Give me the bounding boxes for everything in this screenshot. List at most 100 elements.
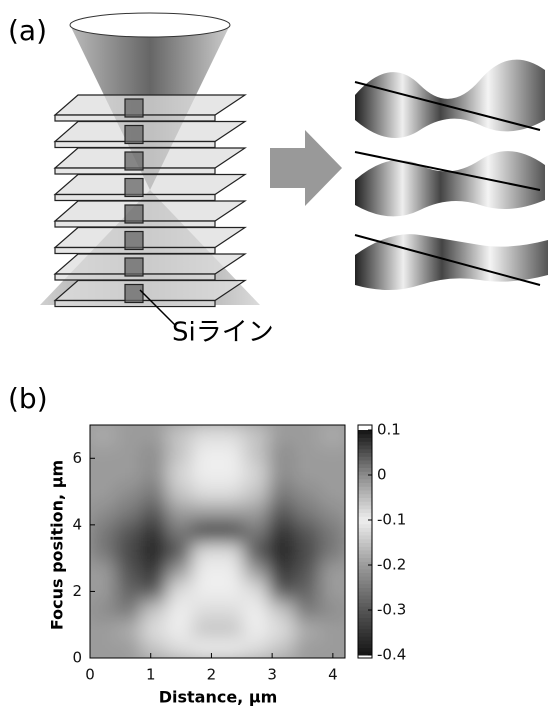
heatmap-cell <box>269 444 295 464</box>
heatmap-cell <box>192 502 218 522</box>
plate <box>55 148 245 168</box>
heatmap-cell <box>116 541 142 561</box>
heatmap-cell <box>141 483 167 503</box>
colorbar-segment <box>358 546 372 550</box>
heatmap-cell <box>294 483 320 503</box>
colorbar-segment <box>358 430 372 434</box>
colorbar-segment <box>358 543 372 547</box>
si-line <box>125 258 143 276</box>
x-tick-label: 0 <box>85 666 95 684</box>
colorbar-segment <box>358 636 372 640</box>
heatmap-cell <box>167 541 193 561</box>
colorbar-segment <box>358 490 372 494</box>
heatmap-cell <box>218 425 244 445</box>
colorbar-segment <box>358 520 372 524</box>
heatmap-cell <box>116 425 142 445</box>
colorbar-segment <box>358 573 372 577</box>
heatmap-cell <box>294 600 320 620</box>
heatmap-cell <box>167 600 193 620</box>
heatmap <box>70 405 365 678</box>
colorbar-segment <box>358 610 372 614</box>
heatmap-cell <box>116 600 142 620</box>
colorbar-tick-label: -0.3 <box>377 601 406 619</box>
heatmap-cell <box>320 502 346 522</box>
colorbar-segment <box>358 584 372 588</box>
heatmap-cell <box>218 464 244 484</box>
heatmap-cell <box>243 619 269 639</box>
heatmap-cell <box>320 483 346 503</box>
heatmap-cell <box>116 639 142 659</box>
si-line <box>125 99 143 117</box>
heatmap-cell <box>218 522 244 542</box>
colorbar-segment <box>358 460 372 464</box>
heatmap-cell <box>192 639 218 659</box>
heatmap-cell <box>269 483 295 503</box>
heatmap-cell <box>192 580 218 600</box>
colorbar-segment <box>358 501 372 505</box>
heatmap-cell <box>141 639 167 659</box>
heatmap-cell <box>90 483 116 503</box>
heatmap-cell <box>90 600 116 620</box>
heatmap-cell <box>218 561 244 581</box>
si-line <box>125 179 143 197</box>
heatmap-cell <box>269 619 295 639</box>
heatmap-cell <box>141 425 167 445</box>
colorbar-segment <box>358 531 372 535</box>
colorbar-segment <box>358 475 372 479</box>
y-tick-label: 6 <box>72 449 82 467</box>
colorbar-segment <box>358 621 372 625</box>
colorbar-segment <box>358 618 372 622</box>
heatmap-cell <box>192 600 218 620</box>
colorbar-segment <box>358 591 372 595</box>
heatmap-cell <box>192 541 218 561</box>
colorbar-segment <box>358 486 372 490</box>
heatmap-cell <box>90 561 116 581</box>
heatmap-cell <box>243 600 269 620</box>
heatmap-cell <box>141 522 167 542</box>
heatmap-cell <box>320 541 346 561</box>
heatmap-cell <box>218 483 244 503</box>
colorbar-tick-label: -0.2 <box>377 556 406 574</box>
heatmap-cell <box>320 561 346 581</box>
heatmap-cell <box>116 502 142 522</box>
heatmap-cell <box>116 561 142 581</box>
heatmap-cell <box>167 425 193 445</box>
plate <box>55 201 245 221</box>
heatmap-cell <box>141 580 167 600</box>
heatmap-cell <box>167 483 193 503</box>
heatmap-cell <box>90 541 116 561</box>
heatmap-cell <box>90 444 116 464</box>
heatmap-cell <box>116 522 142 542</box>
plate <box>55 122 245 142</box>
heatmap-cell <box>294 639 320 659</box>
heatmap-cell <box>141 502 167 522</box>
heatmap-cell <box>90 580 116 600</box>
heatmap-cell <box>141 444 167 464</box>
colorbar-segment <box>358 513 372 517</box>
heatmap-cell <box>90 619 116 639</box>
colorbar-segment <box>358 498 372 502</box>
colorbar-segment <box>358 441 372 445</box>
si-line <box>125 232 143 250</box>
y-tick-label: 0 <box>72 649 82 667</box>
colorbar-segment <box>358 438 372 442</box>
heatmap-cell <box>218 639 244 659</box>
heatmap-cell <box>243 580 269 600</box>
colorbar-segment <box>358 595 372 599</box>
colorbar-segment <box>358 434 372 438</box>
heatmap-cell <box>243 425 269 445</box>
colorbar-segment <box>358 576 372 580</box>
heatmap-cell <box>294 561 320 581</box>
colorbar-segment <box>358 468 372 472</box>
colorbar-segment <box>358 625 372 629</box>
heatmap-cell <box>243 483 269 503</box>
heatmap-cell <box>294 464 320 484</box>
colorbar-segment <box>358 505 372 509</box>
heatmap-cell <box>90 639 116 659</box>
panel-label: (b) <box>8 382 48 415</box>
y-axis-label: Focus position, μm <box>48 460 67 630</box>
heatmap-cell <box>320 580 346 600</box>
heatmap-cell <box>218 444 244 464</box>
colorbar-segment <box>358 599 372 603</box>
y-tick-label: 2 <box>72 582 82 600</box>
